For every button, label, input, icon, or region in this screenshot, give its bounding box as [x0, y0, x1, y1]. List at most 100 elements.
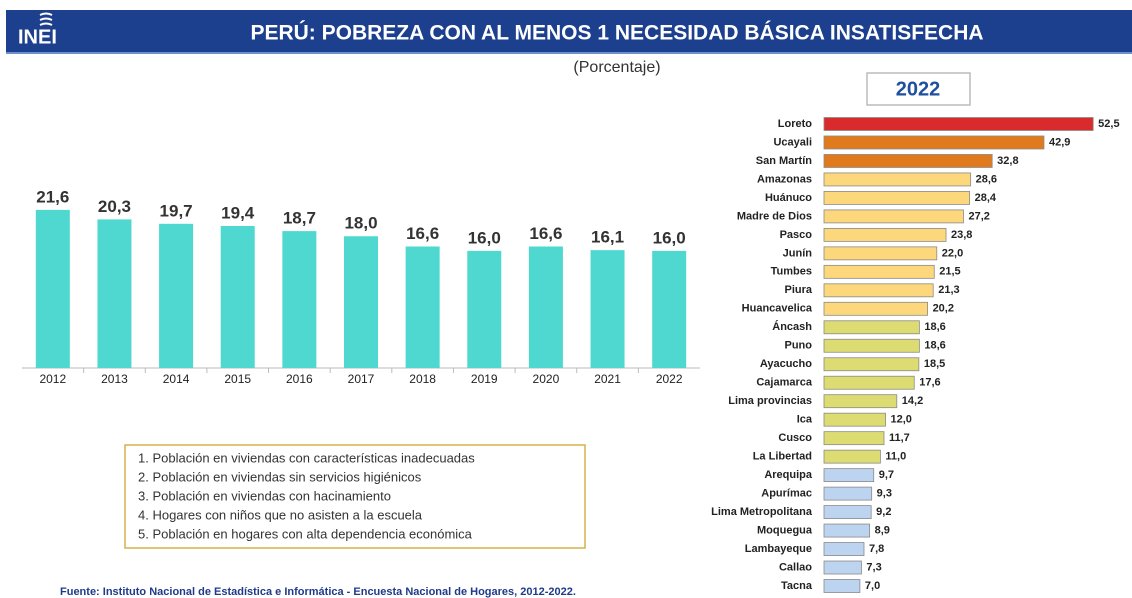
bar — [590, 250, 625, 368]
value-label: 16,6 — [529, 224, 562, 243]
subtitle: (Porcentaje) — [573, 59, 660, 76]
value-label: 20,3 — [98, 197, 131, 216]
y-tick-label: Cusco — [778, 432, 812, 444]
bar — [823, 172, 972, 187]
value-label: 21,6 — [36, 187, 69, 206]
y-tick-label: Pasco — [780, 229, 813, 241]
x-tick-label: 2019 — [471, 372, 498, 386]
x-tick-label: 2018 — [409, 372, 436, 386]
value-label: 7,0 — [865, 580, 880, 592]
value-label: 18,0 — [344, 214, 377, 233]
value-label: 19,7 — [160, 201, 193, 220]
bar — [823, 209, 964, 224]
y-tick-label: Áncash — [772, 320, 812, 333]
y-tick-label: La Libertad — [753, 451, 812, 463]
y-tick-label: Huancavelica — [742, 303, 813, 315]
value-label: 52,5 — [1098, 118, 1119, 130]
year-box — [866, 72, 971, 106]
bar — [823, 542, 865, 556]
y-tick-label: Tacna — [781, 580, 813, 592]
value-label: 7,8 — [869, 543, 884, 555]
bar — [823, 246, 938, 261]
value-label: 9,7 — [879, 469, 894, 481]
x-tick-label: 2012 — [39, 372, 66, 386]
note: 4. Hogares con niños que no asisten a la… — [138, 507, 423, 522]
x-tick-label: 2020 — [533, 372, 560, 386]
bar — [282, 231, 317, 368]
x-tick-label: 2014 — [163, 372, 190, 386]
x-tick-label: 2016 — [286, 372, 313, 386]
y-tick-label: Cajamarca — [756, 377, 813, 389]
y-tick-label: Lima Metropolitana — [711, 506, 813, 518]
header-bar — [6, 10, 1132, 52]
y-tick-label: Tumbes — [771, 266, 812, 278]
bar — [823, 227, 947, 242]
bar — [823, 579, 861, 593]
bar — [823, 412, 886, 427]
bar — [823, 523, 871, 538]
value-label: 20,2 — [933, 303, 954, 315]
bar — [823, 264, 935, 279]
bar — [97, 219, 132, 368]
value-label: 11,7 — [889, 432, 910, 444]
value-label: 32,8 — [997, 155, 1018, 167]
bar — [823, 505, 872, 519]
bar — [528, 246, 563, 368]
x-tick-label: 2022 — [656, 372, 683, 386]
year-label: 2022 — [896, 78, 941, 100]
y-tick-label: Piura — [784, 284, 812, 296]
bar — [467, 250, 502, 368]
bar — [823, 338, 920, 353]
bar — [344, 236, 378, 368]
value-label: 9,3 — [877, 488, 892, 500]
bar — [823, 375, 915, 390]
bar — [823, 357, 920, 372]
bar — [823, 431, 885, 446]
value-label: 16,0 — [653, 228, 686, 247]
value-label: 42,9 — [1049, 136, 1070, 148]
bar — [823, 191, 971, 205]
logo: INEI — [18, 26, 57, 48]
value-label: 18,5 — [924, 358, 945, 370]
note: 5. Población en hogares con alta depende… — [138, 526, 473, 541]
value-label: 21,5 — [939, 266, 960, 278]
logo-icon — [39, 12, 53, 26]
y-tick-label: Apurímac — [761, 488, 812, 500]
note: 2. Población en viviendas sin servicios … — [138, 469, 422, 484]
bar — [823, 394, 898, 409]
value-label: 27,2 — [968, 210, 989, 222]
y-tick-label: Ayacucho — [760, 358, 812, 370]
value-label: 19,4 — [221, 203, 255, 222]
value-label: 14,2 — [902, 395, 923, 407]
y-tick-label: Lambayeque — [745, 543, 812, 555]
x-tick-label: 2015 — [224, 372, 251, 386]
bar — [220, 225, 255, 368]
value-label: 16,6 — [406, 224, 439, 243]
x-tick-label: 2021 — [594, 372, 621, 386]
x-tick-label: 2017 — [348, 372, 375, 386]
bar — [405, 246, 440, 368]
y-tick-label: San Martín — [756, 155, 813, 167]
y-tick-label: Lima provincias — [728, 395, 812, 407]
bar — [159, 223, 194, 368]
value-label: 9,2 — [876, 506, 891, 518]
value-label: 21,3 — [938, 284, 959, 296]
bar — [823, 117, 1094, 131]
bar — [823, 320, 920, 335]
value-label: 17,6 — [919, 377, 940, 389]
y-tick-label: Ica — [797, 414, 813, 426]
bar — [823, 468, 875, 483]
y-tick-label: Amazonas — [757, 173, 812, 185]
value-label: 8,9 — [875, 524, 890, 536]
y-tick-label: Moquegua — [757, 524, 813, 536]
value-label: 16,0 — [468, 228, 501, 247]
bar — [652, 250, 687, 368]
y-tick-label: Arequipa — [764, 469, 813, 481]
value-label: 16,1 — [591, 228, 624, 247]
value-label: 28,4 — [975, 192, 997, 204]
value-label: 7,3 — [866, 561, 881, 573]
y-tick-label: Madre de Dios — [737, 210, 812, 222]
y-tick-label: Puno — [785, 340, 813, 352]
y-tick-label: Huánuco — [765, 192, 812, 204]
bar — [823, 154, 993, 168]
